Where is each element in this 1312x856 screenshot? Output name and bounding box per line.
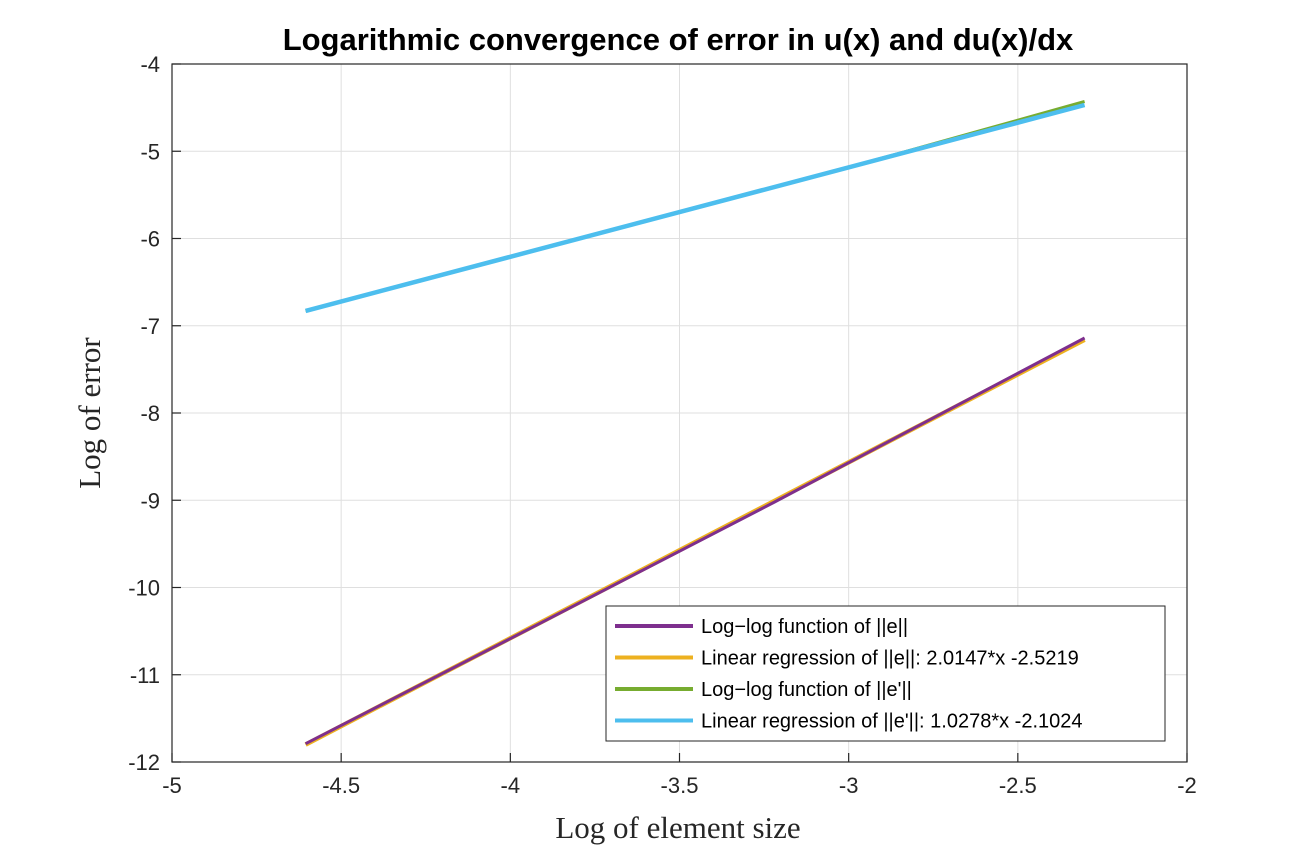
x-axis-label: Log of element size [555,810,800,845]
y-tick-label: -12 [128,750,160,775]
y-tick-label: -10 [128,576,160,601]
y-tick-label: -9 [140,488,160,513]
y-tick-label: -5 [140,139,160,164]
y-tick-label: -8 [140,401,160,426]
x-axis-ticks: -5 -4.5 -4 -3.5 -3 -2.5 -2 [162,753,1197,798]
x-tick-label: -4 [501,773,521,798]
chart-title: Logarithmic convergence of error in u(x)… [283,22,1074,57]
x-tick-label: -4.5 [322,773,360,798]
x-tick-label: -2.5 [999,773,1037,798]
x-tick-label: -3 [839,773,859,798]
legend-label-2: Linear regression of ||e||: 2.0147*x -2.… [701,648,1079,670]
legend-label-3: Log−log function of ||e'|| [701,679,912,701]
x-tick-label: -2 [1177,773,1197,798]
series-layer [304,100,1086,747]
y-axis-ticks: -4 -5 -6 -7 -8 -9 -10 -11 -12 [128,52,181,775]
y-tick-label: -4 [140,52,160,77]
y-axis-label: Log of error [72,337,107,489]
x-tick-label: -3.5 [661,773,699,798]
y-tick-label: -7 [140,314,160,339]
y-tick-label: -6 [140,227,160,252]
legend-label-4: Linear regression of ||e'||: 1.0278*x -2… [701,711,1083,733]
series-line-4 [305,102,1086,314]
legend: Log−log function of ||e|| Linear regressi… [605,605,1166,742]
legend-label-1: Log−log function of ||e|| [701,616,908,638]
y-tick-label: -11 [130,663,160,688]
legend-box [605,605,1166,742]
x-tick-label: -5 [162,773,182,798]
series-line-1 [304,336,1086,746]
